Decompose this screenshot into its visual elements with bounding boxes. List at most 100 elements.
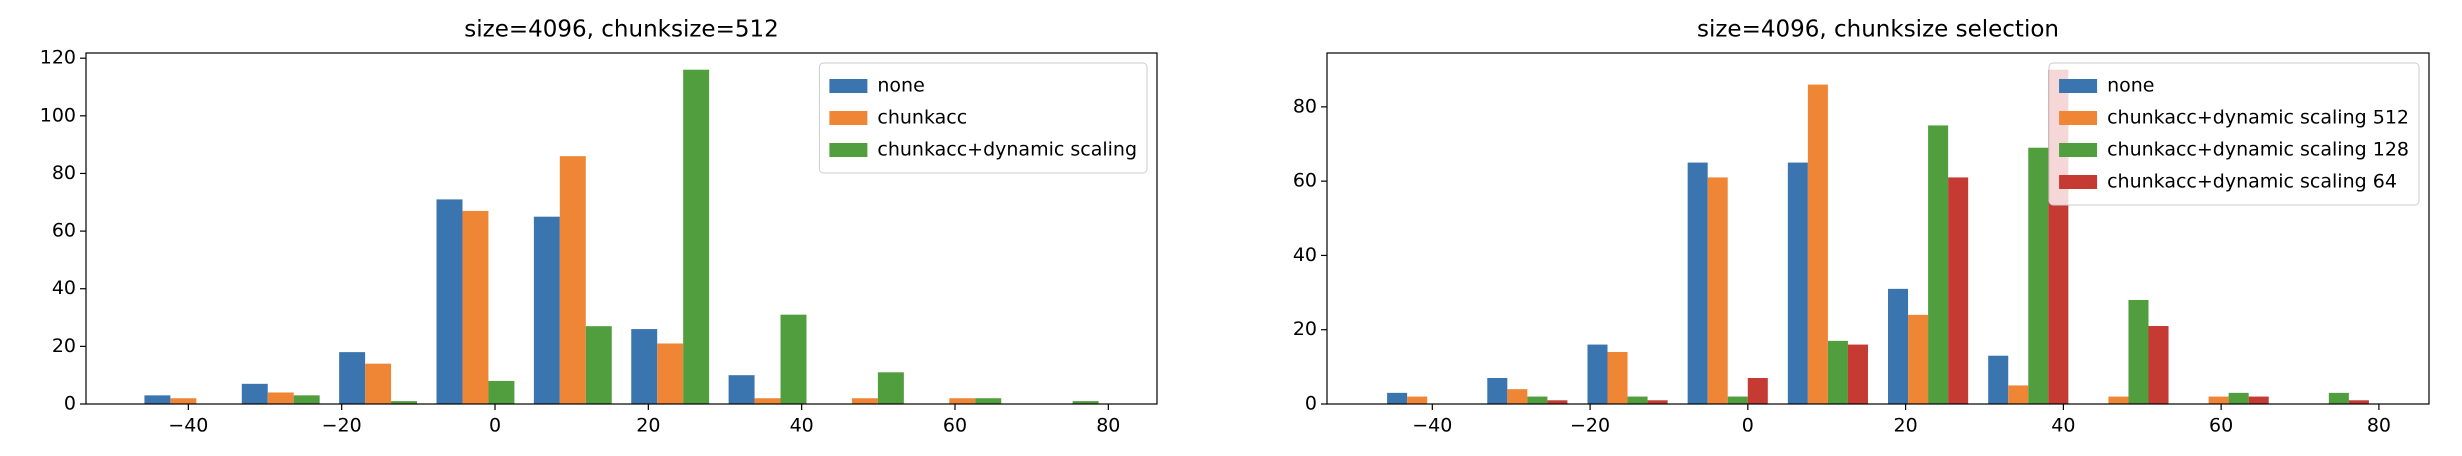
bar: [1507, 389, 1528, 404]
x-tick-label: −20: [322, 415, 362, 437]
x-tick-label: 20: [636, 415, 660, 437]
bar: [2008, 385, 2029, 404]
y-tick-label: 60: [1293, 170, 1317, 192]
bar: [1407, 396, 1428, 404]
legend-swatch: [2059, 79, 2098, 93]
bar: [241, 383, 268, 404]
legend-label: none: [877, 75, 924, 97]
bar: [365, 363, 392, 404]
chart-title: size=4096, chunksize selection: [1697, 17, 2059, 43]
y-tick-label: 0: [1305, 393, 1317, 415]
legend-label: chunkacc+dynamic scaling 64: [2107, 171, 2397, 193]
bar: [1988, 355, 2009, 404]
y-tick-label: 0: [64, 393, 76, 415]
x-tick-label: −40: [168, 415, 208, 437]
bar: [1908, 314, 1929, 404]
axes-frame: [1326, 52, 2430, 405]
bar: [631, 329, 658, 404]
x-tick-label: 80: [2367, 415, 2391, 437]
x-tick-label: 80: [1096, 415, 1120, 437]
x-tick-label: 20: [1894, 415, 1918, 437]
legend-swatch: [829, 79, 868, 93]
x-tick-label: 0: [489, 415, 501, 437]
x-tick-label: −20: [1570, 415, 1610, 437]
bar: [851, 398, 878, 404]
bar: [728, 375, 755, 404]
bar: [1487, 378, 1508, 404]
bar: [1072, 401, 1099, 404]
legend-swatch: [829, 111, 868, 125]
y-tick-label: 80: [1293, 95, 1317, 117]
bar: [293, 395, 320, 404]
bar: [1747, 378, 1768, 404]
legend-label: chunkacc+dynamic scaling: [877, 139, 1137, 161]
bar: [949, 398, 976, 404]
bar: [2248, 396, 2269, 404]
bar: [267, 392, 294, 404]
legend-swatch: [2059, 111, 2098, 125]
bar: [170, 398, 197, 404]
bar: [1387, 392, 1408, 404]
bar: [559, 156, 586, 404]
x-tick-label: 40: [2051, 415, 2075, 437]
bar: [2328, 392, 2349, 404]
legend-swatch: [829, 143, 868, 157]
bar: [1807, 84, 1828, 405]
bar: [1727, 396, 1748, 404]
bar: [585, 326, 612, 404]
legend-label: chunkacc+dynamic scaling 128: [2107, 139, 2409, 161]
y-tick-label: 20: [1293, 318, 1317, 340]
bar: [2108, 396, 2129, 404]
bar: [657, 343, 684, 404]
y-tick-label: 40: [1293, 244, 1317, 266]
y-tick-label: 100: [40, 104, 76, 126]
bar: [339, 352, 366, 404]
legend: [818, 62, 1148, 174]
y-tick-label: 60: [52, 220, 76, 242]
x-tick-label: 60: [943, 415, 967, 437]
bar: [1587, 344, 1608, 404]
bar: [1928, 125, 1949, 404]
bar: [1647, 400, 1668, 404]
bar: [533, 216, 560, 404]
bar: [1787, 162, 1808, 404]
legend-swatch: [2059, 175, 2098, 189]
bar: [877, 372, 904, 404]
bar: [2208, 396, 2229, 404]
x-tick-label: −40: [1412, 415, 1452, 437]
bar: [1888, 288, 1909, 404]
bar: [391, 401, 418, 404]
legend: [2048, 62, 2420, 206]
bar: [144, 395, 171, 404]
legend-label: none: [2107, 75, 2154, 97]
bar: [1627, 396, 1648, 404]
x-tick-label: 40: [790, 415, 814, 437]
bar: [2228, 392, 2249, 404]
bar: [1827, 340, 1848, 404]
bar: [754, 398, 781, 404]
bar: [1847, 344, 1868, 404]
bar: [1527, 396, 1548, 404]
bar: [1948, 177, 1969, 404]
y-tick-label: 120: [40, 47, 76, 69]
bar: [462, 210, 489, 404]
x-tick-label: 60: [2209, 415, 2233, 437]
x-tick-label: 0: [1742, 415, 1754, 437]
bar: [488, 380, 515, 404]
bar: [683, 69, 710, 404]
bar: [1707, 177, 1728, 404]
axes-frame: [85, 52, 1158, 405]
y-tick-label: 20: [52, 335, 76, 357]
legend-label: chunkacc+dynamic scaling 512: [2107, 107, 2409, 129]
bar: [1607, 352, 1628, 404]
bar: [2348, 400, 2369, 404]
bar: [1687, 162, 1708, 404]
bar: [975, 398, 1002, 404]
bar: [436, 199, 463, 404]
legend-label: chunkacc: [877, 107, 967, 129]
bar: [2028, 147, 2049, 404]
y-tick-label: 40: [52, 277, 76, 299]
chart-title: size=4096, chunksize=512: [464, 17, 779, 43]
